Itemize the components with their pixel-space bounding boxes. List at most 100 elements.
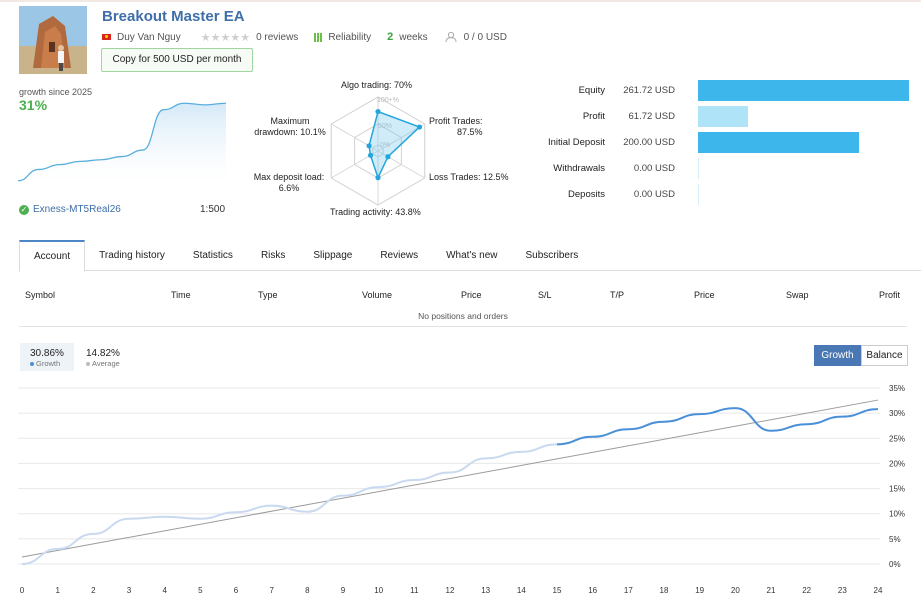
x-tick-label: 15 [553, 586, 562, 595]
mini-growth-chart [17, 102, 227, 184]
withdrawals-label: Withdrawals [553, 163, 605, 174]
profit-bar [698, 106, 748, 127]
growth-line-chart: 0%5%10%15%20%25%30%35%0 1 2 3 4 5 6 7 8 9 10 11 12 13… [18, 384, 905, 595]
y-tick-label: 0% [889, 560, 901, 569]
radar-point-2 [385, 154, 391, 160]
rating-stars-icon: ★★★★★ [200, 31, 251, 44]
x-tick-label: 7 [269, 586, 274, 595]
radar-point-0 [375, 108, 381, 115]
equity-label: Equity [578, 85, 605, 96]
x-tick-label: 0 [20, 586, 25, 595]
column-header-time[interactable]: Time [171, 290, 191, 300]
x-tick-label: 5 [198, 586, 203, 595]
y-tick-label: 5% [889, 535, 901, 544]
radar-label-algo: Algo trading: 70% [341, 80, 413, 90]
profit-value: 61.72 USD [628, 111, 675, 122]
x-tick-label: 19 [695, 586, 704, 595]
x-tick-label: 10 [374, 586, 383, 595]
balance-toggle-button[interactable]: Balance [861, 345, 908, 366]
x-tick-label: 17 [624, 586, 633, 595]
tab-reviews[interactable]: Reviews [380, 250, 419, 261]
equity-value: 261.72 USD [623, 85, 675, 96]
tab-trading-history[interactable]: Trading history [99, 250, 165, 261]
column-header-symbol[interactable]: Symbol [25, 290, 56, 300]
column-header-profit[interactable]: Profit [879, 290, 901, 300]
deposits-label: Deposits [568, 189, 605, 200]
withdrawals-bar [698, 158, 699, 179]
column-header-price[interactable]: Price [694, 290, 715, 300]
tab-subscribers[interactable]: Subscribers [525, 250, 579, 261]
tab-what-s-new[interactable]: What's new [446, 250, 498, 261]
legend-growth-text: Growth [36, 359, 61, 368]
growth-since-label: growth since 2025 [19, 87, 93, 97]
initial-deposit-bar [698, 132, 859, 153]
x-tick-label: 14 [517, 586, 526, 595]
growth-series-line-history [21, 443, 558, 565]
verified-check-icon: ✓ [19, 204, 29, 215]
empty-positions-message: No positions and orders [418, 311, 508, 321]
mini-growth-area [18, 103, 226, 184]
mini-growth-line [17, 102, 227, 182]
growth-series-line [556, 407, 879, 446]
legend-average-value[interactable]: 14.82% [86, 348, 120, 359]
growth-dot-icon [30, 361, 34, 366]
profit-trades-label: Profit Trades: [429, 116, 483, 126]
column-header-t-p[interactable]: T/P [610, 290, 625, 300]
column-header-price[interactable]: Price [461, 290, 482, 300]
tab-risks[interactable]: Risks [260, 250, 286, 261]
initial-deposit-value: 200.00 USD [623, 137, 675, 148]
y-tick-label: 10% [889, 510, 905, 519]
tab-bar: Account Trading history Statistics Risks Sli… [19, 240, 921, 272]
radar-point-5 [366, 143, 372, 149]
x-tick-label: 18 [660, 586, 669, 595]
radar-value-shape [368, 110, 421, 180]
legend-growth-box[interactable] [20, 343, 74, 371]
table-divider [19, 326, 907, 327]
x-tick-label: 1 [55, 586, 60, 595]
drawdown-value: drawdown: 10.1% [254, 127, 326, 137]
legend-average-text: Average [92, 359, 120, 368]
tab-account[interactable]: Account [19, 240, 86, 272]
x-tick-label: 20 [731, 586, 740, 595]
strategy-title[interactable]: Breakout Master EA [102, 8, 245, 25]
x-tick-label: 9 [341, 586, 346, 595]
column-header-type[interactable]: Type [258, 290, 278, 300]
weeks-label: weeks [399, 31, 428, 43]
radar-chart: 100+% 50% 0% [330, 96, 426, 206]
broker-server[interactable]: ✓ Exness-MT5Real26 [19, 204, 121, 215]
x-tick-label: 2 [91, 586, 96, 595]
weeks-count: 2 [387, 31, 394, 43]
reviews-count[interactable]: 0 reviews [256, 31, 299, 43]
radar-point-4 [367, 152, 374, 158]
copy-subscribe-button[interactable]: Copy for 500 USD per month [101, 48, 253, 72]
tab-slippage[interactable]: Slippage [313, 250, 353, 261]
column-header-volume[interactable]: Volume [362, 290, 393, 300]
radar-label-loss-trades: Loss Trades: 12.5% [429, 172, 509, 182]
radar-label-activity: Trading activity: 43.8% [330, 207, 421, 217]
top-border [0, 0, 921, 2]
drawdown-label: Maximum [270, 116, 310, 126]
average-dot-icon [86, 361, 90, 366]
column-header-swap[interactable]: Swap [786, 290, 809, 300]
withdrawals-value: 0.00 USD [633, 163, 675, 174]
y-tick-label: 35% [889, 384, 905, 393]
radar-point-3 [375, 175, 381, 181]
column-header-s-l[interactable]: S/L [538, 290, 552, 300]
broker-name[interactable]: Exness-MT5Real26 [33, 204, 121, 215]
legend-growth-value[interactable]: 30.86% [30, 348, 64, 359]
avatar[interactable] [19, 6, 87, 74]
tab-statistics[interactable]: Statistics [192, 250, 233, 261]
deposits-bar [698, 184, 699, 205]
leverage: 1:500 [200, 204, 226, 215]
growth-toggle-button[interactable]: Growth [814, 345, 861, 366]
author-name[interactable]: Duy Van Nguy [117, 31, 181, 43]
legend-average-label[interactable]: Average [86, 359, 120, 368]
legend-growth-label[interactable]: Growth [30, 359, 60, 368]
reliability-bars-icon [314, 32, 323, 42]
deposit-load-label: Max deposit load: [253, 172, 325, 182]
deposit-load-value: 6.6% [278, 183, 300, 193]
equity-bar [698, 80, 909, 101]
radar-ring-50-label: 50% [378, 123, 392, 130]
x-tick-label: 4 [162, 586, 167, 595]
x-tick-label: 24 [874, 586, 883, 595]
